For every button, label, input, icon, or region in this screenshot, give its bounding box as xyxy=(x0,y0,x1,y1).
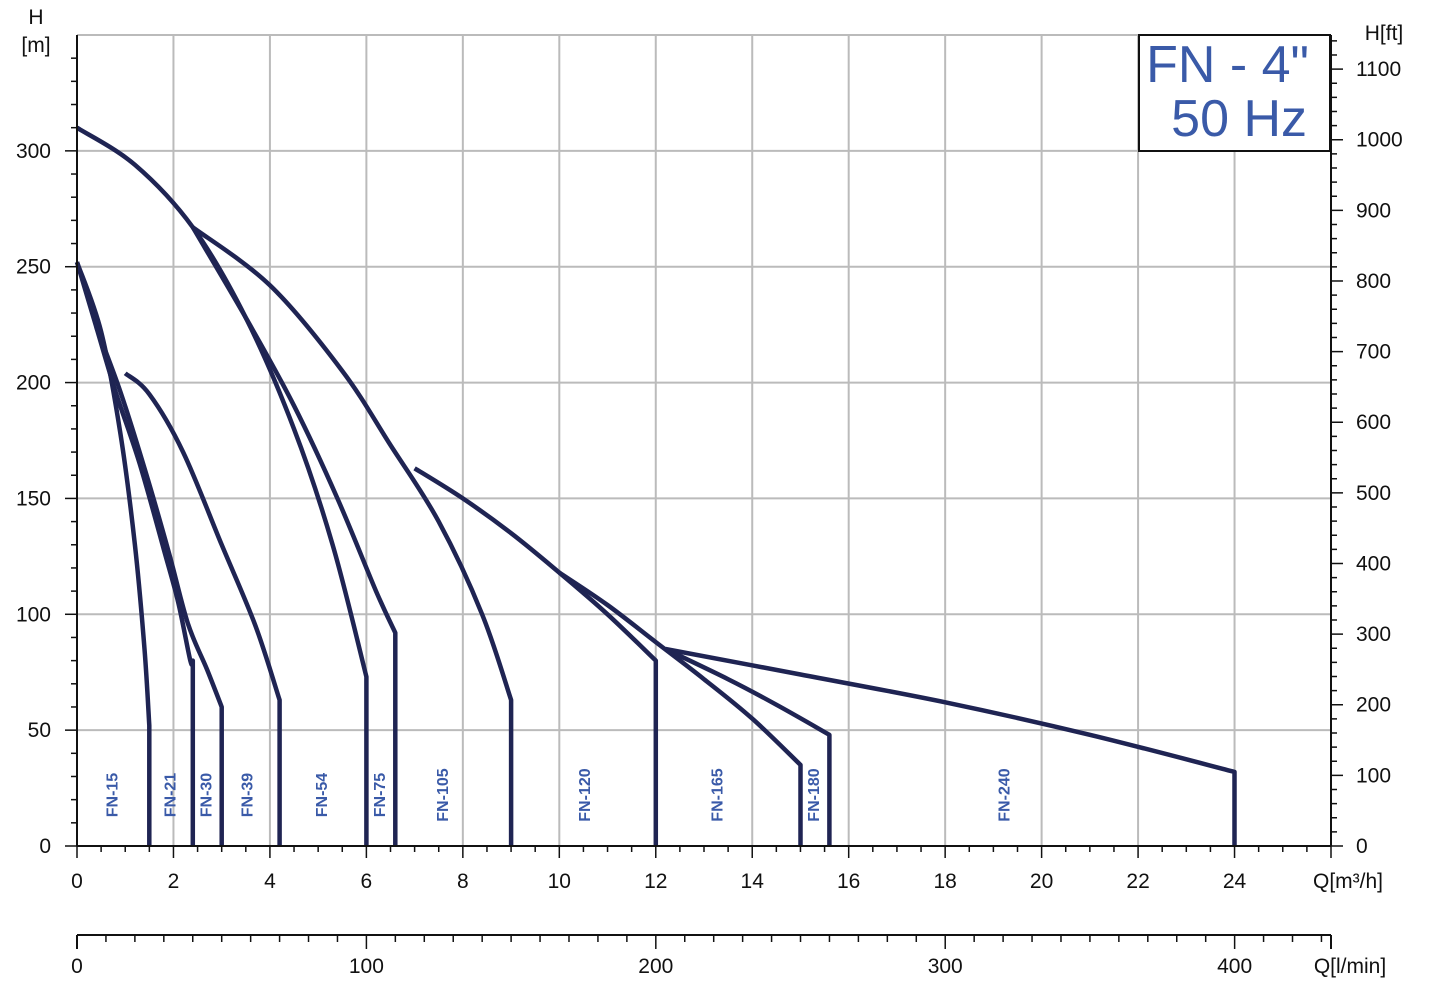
y-tick-label: 150 xyxy=(16,487,51,510)
x-tick-label: 8 xyxy=(457,870,469,893)
y-axis-title: H xyxy=(28,6,43,29)
y-right-tick-label: 900 xyxy=(1356,199,1391,222)
y-right-tick-label: 600 xyxy=(1356,411,1391,434)
model-label-fn-75: FN-75 xyxy=(372,773,389,818)
y-right-tick-label: 700 xyxy=(1356,341,1391,364)
y-right-tick-label: 1000 xyxy=(1356,129,1403,152)
y-right-tick-label: 400 xyxy=(1356,552,1391,575)
y-axis-unit: [m] xyxy=(21,34,50,57)
y-right-tick-label: 500 xyxy=(1356,482,1391,505)
x-tick-label: 16 xyxy=(837,870,860,893)
y-right-tick-label: 1100 xyxy=(1356,58,1401,81)
model-label-fn-39: FN-39 xyxy=(239,773,256,818)
x-tick-label: 2 xyxy=(168,870,180,893)
model-label-fn-165: FN-165 xyxy=(710,768,727,821)
x-tick-label: 20 xyxy=(1030,870,1053,893)
curve-fn-120 xyxy=(413,466,659,846)
x-tick-label: 24 xyxy=(1223,870,1247,893)
curve-fn-165 xyxy=(558,570,803,846)
x-tick-label: 14 xyxy=(741,870,765,893)
chart-title: FN - 4" xyxy=(1146,36,1309,94)
y-right-tick-label: 800 xyxy=(1356,270,1391,293)
title-box xyxy=(1138,34,1331,152)
curve-fn-39 xyxy=(123,371,282,846)
y-tick-label: 50 xyxy=(28,719,51,742)
curves-group xyxy=(74,125,1237,846)
x-tick-label: 18 xyxy=(933,870,956,893)
x-tick-label: 0 xyxy=(71,870,83,893)
ticks-group: 0501001502002503000100200300400500600700… xyxy=(16,40,1403,978)
x-tick-label: 10 xyxy=(548,870,571,893)
model-label-fn-15: FN-15 xyxy=(104,773,121,818)
y-tick-label: 300 xyxy=(16,140,51,163)
y-right-axis-title: H[ft] xyxy=(1365,22,1404,45)
y-tick-label: 250 xyxy=(16,256,51,279)
x-tick-label: 12 xyxy=(644,870,667,893)
curve-fn-75 xyxy=(190,226,398,846)
model-label-fn-30: FN-30 xyxy=(198,773,215,818)
y-tick-label: 0 xyxy=(39,835,51,858)
x-tick-label: 22 xyxy=(1126,870,1149,893)
secondary-x-tick-label: 300 xyxy=(928,955,963,978)
secondary-x-tick-label: 200 xyxy=(638,955,673,978)
curve-fn-30 xyxy=(94,326,224,846)
y-right-tick-label: 100 xyxy=(1356,764,1391,787)
model-label-fn-240: FN-240 xyxy=(997,768,1014,821)
model-label-fn-21: FN-21 xyxy=(162,773,179,818)
y-tick-label: 200 xyxy=(16,372,51,395)
curve-fn-180 xyxy=(664,646,832,846)
curve-fn-105 xyxy=(191,225,514,846)
y-tick-label: 100 xyxy=(16,603,51,626)
model-label-fn-180: FN-180 xyxy=(806,768,823,821)
model-label-fn-105: FN-105 xyxy=(435,768,452,821)
model-labels-group: FN-15 FN-21 FN-30 FN-39 FN-54 FN-75 FN-105 FN-1… xyxy=(104,768,1013,821)
y-right-tick-label: 0 xyxy=(1356,835,1368,858)
secondary-x-axis-title: Q[l/min] xyxy=(1314,955,1386,978)
x-axis-title: Q[m³/h] xyxy=(1313,870,1383,893)
x-tick-label: 6 xyxy=(361,870,373,893)
secondary-x-tick-label: 0 xyxy=(71,955,83,978)
curve-fn-240 xyxy=(664,646,1237,846)
model-label-fn-54: FN-54 xyxy=(314,773,331,818)
x-tick-label: 4 xyxy=(264,870,276,893)
curve-fn-15 xyxy=(74,261,152,846)
y-right-tick-label: 200 xyxy=(1356,694,1391,717)
grid-lines xyxy=(77,34,1331,846)
secondary-x-tick-label: 400 xyxy=(1217,955,1252,978)
y-right-tick-label: 300 xyxy=(1356,623,1391,646)
secondary-x-tick-label: 100 xyxy=(349,955,384,978)
chart-subtitle: 50 Hz xyxy=(1171,90,1307,148)
model-label-fn-120: FN-120 xyxy=(577,768,594,821)
